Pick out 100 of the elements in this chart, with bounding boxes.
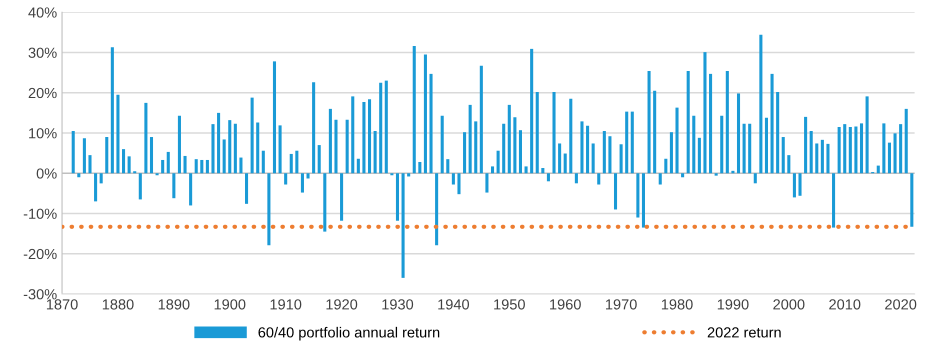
bar: [748, 124, 752, 174]
bar: [384, 80, 388, 174]
bar: [334, 120, 338, 174]
bar: [620, 144, 623, 174]
bar: [100, 173, 103, 184]
bar: [832, 173, 836, 228]
bar: [552, 92, 556, 174]
bar: [736, 94, 740, 174]
bar: [250, 98, 254, 174]
bar: [116, 94, 120, 174]
bar: [759, 34, 762, 174]
bar: [574, 173, 578, 184]
bar: [418, 162, 422, 174]
bar: [636, 173, 640, 218]
bar: [569, 98, 572, 174]
bar: [597, 173, 600, 185]
x-tick-label: 1970: [606, 299, 637, 310]
bar: [894, 133, 897, 174]
bar: [211, 124, 215, 174]
bar: [312, 82, 316, 174]
bar: [508, 104, 511, 174]
bar: [826, 144, 830, 174]
bar: [843, 124, 846, 174]
bar: [150, 137, 154, 174]
bar: [614, 173, 618, 210]
bar: [318, 145, 321, 174]
bar: [340, 173, 344, 221]
bar: [412, 46, 416, 174]
bar: [446, 159, 450, 174]
bar: [206, 160, 209, 174]
bar: [402, 173, 405, 278]
bar: [675, 108, 679, 174]
x-tick-label: 1890: [158, 299, 190, 310]
bar: [161, 160, 164, 174]
bar: [720, 116, 724, 174]
bar: [681, 173, 684, 178]
bar: [536, 92, 539, 174]
bar: [820, 140, 824, 174]
bar: [379, 82, 382, 174]
bar: [166, 152, 170, 174]
bar: [703, 52, 707, 174]
bar: [234, 124, 237, 174]
bar: [513, 117, 516, 174]
bar: [888, 142, 891, 174]
bar: [658, 173, 662, 185]
bar: [290, 154, 293, 174]
bar: [396, 173, 400, 221]
bar: [692, 116, 696, 174]
y-tick-label: -30%: [24, 289, 57, 300]
bar: [764, 118, 768, 174]
bar: [602, 130, 606, 174]
bar: [429, 74, 433, 174]
bar: [351, 96, 354, 174]
bar: [630, 112, 634, 174]
x-tick-label: 2010: [829, 299, 860, 310]
bar: [346, 120, 349, 174]
bar: [664, 158, 668, 174]
bar: [810, 130, 813, 174]
bar: [798, 173, 802, 196]
bar: [564, 154, 567, 174]
bar: [670, 132, 673, 174]
bar: [586, 126, 590, 174]
bar: [782, 137, 785, 174]
x-tick-label: 1870: [46, 299, 78, 310]
bar: [910, 173, 914, 227]
bar: [256, 122, 260, 174]
bar: [328, 108, 332, 174]
bar: [804, 116, 808, 174]
bar: [838, 126, 841, 174]
bar: [642, 173, 646, 228]
bar: [368, 99, 372, 174]
bar: [860, 123, 864, 174]
bar: [518, 130, 522, 174]
bar: [904, 108, 908, 174]
y-tick-label: 40%: [28, 7, 57, 18]
bar: [435, 173, 438, 246]
bar: [172, 173, 176, 198]
bar: [128, 156, 131, 174]
bar: [714, 173, 718, 176]
bar: [899, 124, 902, 174]
bar: [792, 173, 796, 198]
bar: [424, 54, 427, 174]
bar: [82, 138, 86, 174]
bar: [524, 166, 528, 174]
bar: [222, 139, 226, 174]
bar: [284, 173, 288, 185]
bar: [194, 159, 198, 174]
bar: [374, 130, 377, 174]
x-tick-label: 1960: [550, 299, 581, 310]
bar: [686, 71, 690, 174]
bar: [770, 74, 774, 174]
x-tick-label: 1880: [102, 299, 134, 310]
bar: [189, 173, 192, 206]
x-tick-label: 1940: [438, 299, 470, 310]
y-tick-label: 30%: [28, 48, 57, 58]
bar: [709, 74, 712, 174]
bar: [356, 158, 360, 174]
bar: [848, 126, 852, 174]
bar: [306, 173, 310, 178]
x-tick-label: 1910: [270, 299, 302, 310]
